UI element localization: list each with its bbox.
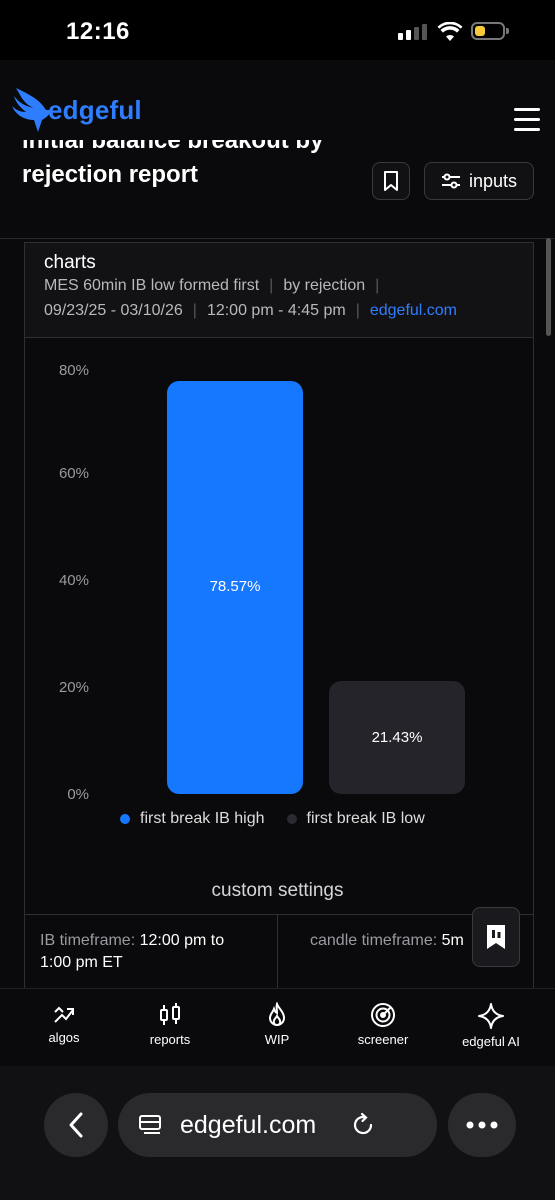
legend-dot [286, 814, 297, 824]
card-title: charts [44, 252, 96, 273]
legend-dot [120, 814, 130, 824]
nav-edgeful-ai[interactable]: edgeful AI [446, 1002, 536, 1049]
y-tick-40: 40% [58, 572, 89, 589]
chart-legend: first break IB high first break IB low [120, 810, 425, 828]
bar-value-label: 21.43% [371, 728, 423, 746]
ib-timeframe-setting: IB timeframe: 12:00 pm to 1:00 pm ET [40, 932, 225, 971]
candle-timeframe-setting: candle timeframe: 5m [310, 932, 464, 949]
inputs-button[interactable]: inputs [424, 162, 534, 200]
url-text: edgeful.com [180, 1110, 317, 1139]
bird-logo-icon [12, 88, 52, 132]
menu-icon[interactable] [514, 108, 540, 132]
radar-icon [371, 1003, 395, 1027]
candlestick-icon [160, 1003, 180, 1025]
y-tick-60: 60% [58, 465, 89, 482]
edgeful-link[interactable]: edgeful.com [369, 302, 458, 319]
flame-icon [268, 1002, 286, 1026]
floating-bookmark-button[interactable] [472, 907, 520, 967]
reload-icon[interactable] [350, 1112, 376, 1138]
more-button[interactable] [448, 1093, 516, 1157]
nav-reports[interactable]: reports [125, 1002, 215, 1047]
custom-settings-heading: custom settings [211, 880, 344, 901]
card-meta-line-1: MES 60min IB low formed first | by rejecti… [44, 277, 380, 294]
trend-arrow-icon [54, 1006, 74, 1023]
url-bar[interactable]: edgeful.com [118, 1093, 437, 1157]
card-meta-line-2: 09/23/25 - 03/10/26 | 12:00 pm - 4:45 pm | e… [44, 302, 458, 319]
bookmark-button[interactable] [372, 162, 410, 200]
sliders-icon [441, 173, 460, 189]
sparkle-icon [478, 1003, 504, 1029]
legend-item[interactable]: first break IB high [120, 810, 265, 828]
brand-name: edgeful [48, 94, 142, 125]
brand-logo[interactable]: edgeful [12, 86, 142, 134]
bar-first-break-ib-high[interactable]: 78.57% [167, 380, 303, 794]
bar-value-label: 78.57% [209, 578, 261, 596]
settings-grid [24, 914, 534, 989]
page-title: initial balance breakout by rejection re… [22, 140, 324, 188]
y-tick-20: 20% [58, 679, 89, 696]
status-time: 12:16 [66, 18, 130, 45]
chevron-left-icon [69, 1112, 83, 1138]
bookmark-icon [384, 171, 398, 191]
report-header: initial balance breakout by rejection re… [0, 140, 555, 240]
ellipsis-icon [466, 1121, 498, 1129]
cell-signal-icon [398, 24, 427, 40]
nav-algos[interactable]: algos [19, 1002, 109, 1045]
bottom-nav [0, 988, 555, 1067]
legend-item[interactable]: first break IB low [286, 810, 425, 828]
bar-first-break-ib-low[interactable]: 21.43% [329, 681, 465, 794]
y-tick-0: 0% [67, 786, 89, 803]
y-tick-80: 80% [58, 362, 89, 379]
back-button[interactable] [44, 1093, 108, 1157]
nav-screener[interactable]: screener [338, 1002, 428, 1047]
bar-chart: 80% 60% 40% 20% 0% 78.57% 21.43% first b… [24, 338, 534, 878]
scrollbar[interactable] [546, 238, 551, 336]
nav-wip[interactable]: WIP [232, 1002, 322, 1047]
bookmark-candles-icon [487, 925, 505, 949]
battery-icon [471, 22, 509, 40]
wifi-icon [437, 21, 463, 47]
tab-layout-icon [139, 1115, 161, 1134]
chart-card-header [24, 242, 534, 338]
settings-divider [277, 914, 278, 988]
